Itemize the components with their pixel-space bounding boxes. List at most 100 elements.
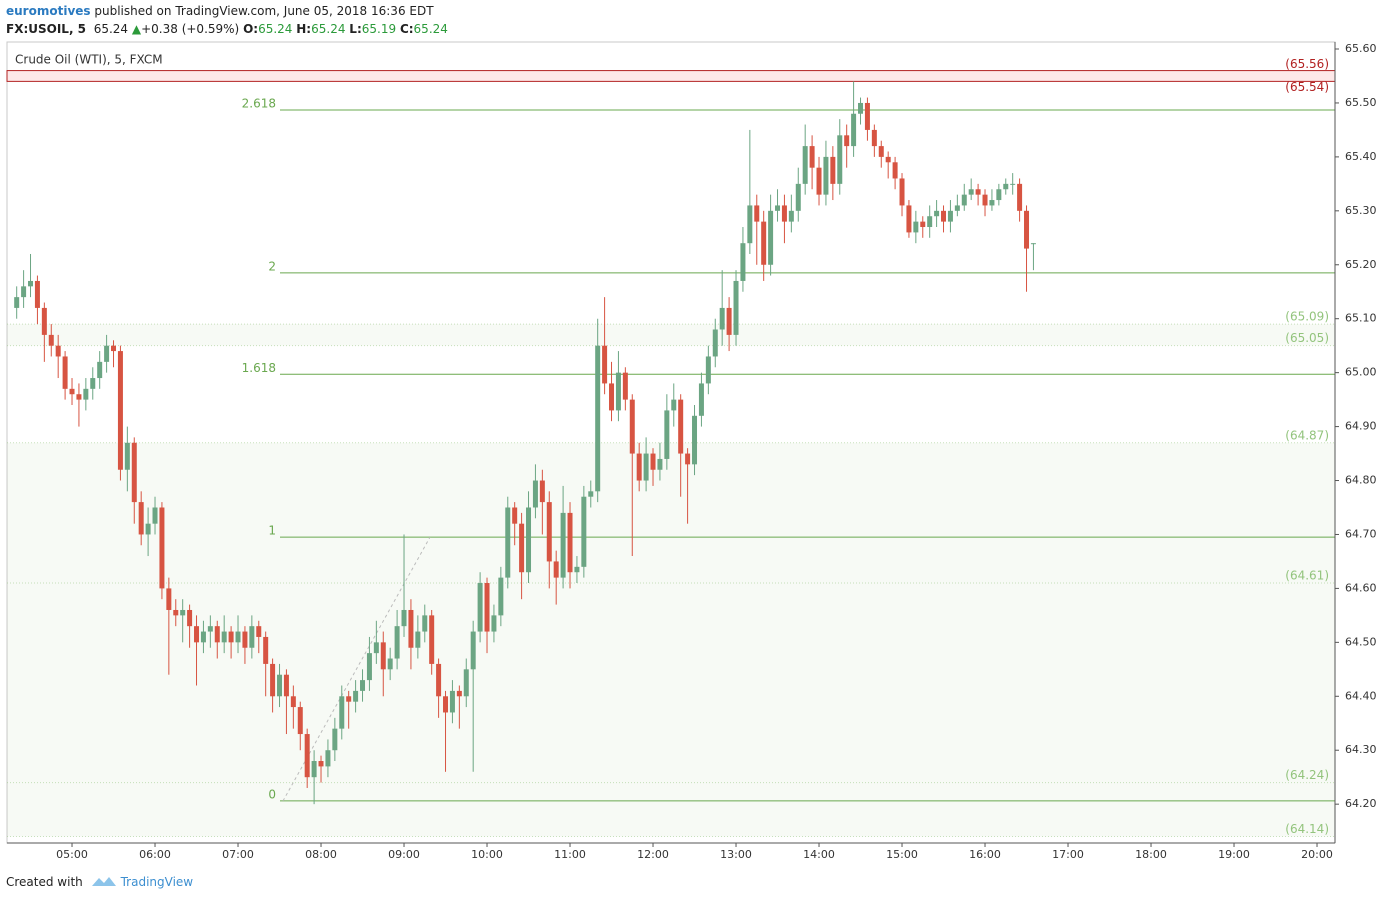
- candle-body: [622, 372, 628, 400]
- candle-body: [968, 189, 974, 195]
- fib-label: 0: [268, 787, 276, 801]
- candle-body: [387, 658, 393, 670]
- candle-body: [55, 345, 61, 357]
- y-tick-label: 65.00: [1345, 366, 1377, 379]
- candle-body: [567, 512, 573, 573]
- candle-body: [48, 334, 54, 346]
- candle-body: [97, 361, 103, 379]
- fib-label: 2.618: [242, 96, 276, 110]
- level-label: (64.24): [1285, 768, 1329, 782]
- candle-body: [802, 146, 808, 184]
- brand[interactable]: TradingView: [120, 875, 194, 889]
- candle-body: [913, 221, 919, 233]
- candle-body: [954, 205, 960, 211]
- candle-body: [214, 626, 220, 643]
- y-tick-label: 65.20: [1345, 258, 1377, 271]
- created: Created with: [6, 875, 83, 889]
- candle-body: [809, 146, 815, 168]
- x-tick-label: 10:00: [471, 848, 503, 861]
- candle-body: [76, 394, 82, 400]
- candle-body: [104, 345, 110, 362]
- candle-body: [975, 189, 981, 195]
- footer: Created with TradingView: [6, 874, 193, 889]
- candle-body: [858, 102, 864, 114]
- candle-body: [692, 415, 698, 465]
- candle-body: [906, 205, 912, 233]
- level-label: (65.05): [1285, 331, 1329, 345]
- candle-body: [325, 750, 331, 767]
- candle-body: [934, 210, 940, 217]
- candle-body: [505, 507, 511, 578]
- candle-body: [519, 523, 525, 573]
- candle-body: [712, 329, 718, 357]
- x-tick-label: 15:00: [886, 848, 918, 861]
- candle-body: [187, 609, 193, 627]
- candle-body: [643, 453, 649, 481]
- candle-body: [920, 221, 926, 228]
- zone-label: (65.54): [1285, 80, 1329, 94]
- candle-body: [283, 674, 289, 697]
- candle-body: [512, 507, 518, 524]
- author[interactable]: euromotives: [6, 4, 91, 18]
- candle-body: [221, 631, 227, 643]
- candle-body: [982, 194, 988, 206]
- candle-body: [90, 378, 96, 389]
- candle-body: [484, 583, 490, 632]
- y-tick-label: 64.80: [1345, 474, 1377, 487]
- candle-body: [830, 156, 836, 184]
- candle-body: [159, 507, 165, 589]
- published: published on TradingView.com, June 05, 2…: [94, 4, 434, 18]
- candle-body: [470, 631, 476, 670]
- candle-body: [332, 728, 338, 751]
- y-tick-label: 64.90: [1345, 420, 1377, 433]
- candle-body: [173, 609, 179, 616]
- candle-body: [989, 200, 995, 206]
- candle-body: [117, 351, 123, 470]
- candle-body: [111, 345, 117, 352]
- y-tick-label: 65.10: [1345, 312, 1377, 325]
- candle-body: [249, 626, 255, 648]
- y-tick-label: 65.50: [1345, 96, 1377, 109]
- candle-body: [380, 642, 386, 670]
- candle-body: [761, 221, 767, 265]
- candle-body: [574, 566, 580, 573]
- candle-body: [698, 383, 704, 416]
- candle-body: [200, 631, 206, 643]
- candle-body: [277, 674, 283, 697]
- x-tick-label: 14:00: [803, 848, 835, 861]
- y-tick-label: 64.40: [1345, 689, 1377, 702]
- candle-body: [581, 496, 587, 567]
- candle-body: [131, 442, 137, 503]
- candle-body: [21, 286, 27, 298]
- level-label: (64.14): [1285, 822, 1329, 836]
- candle-body: [871, 129, 877, 147]
- fib-label: 2: [268, 259, 276, 273]
- candle-body: [124, 442, 130, 470]
- candle-body: [290, 696, 296, 708]
- candle-body: [353, 690, 359, 702]
- y-tick-label: 64.30: [1345, 743, 1377, 756]
- candle-body: [69, 388, 75, 395]
- candle-body: [795, 183, 801, 211]
- y-tick-label: 64.50: [1345, 635, 1377, 648]
- candle-body: [526, 507, 532, 573]
- candle-body: [602, 345, 608, 384]
- candle-body: [941, 210, 947, 222]
- candle-body: [657, 458, 663, 470]
- candle-body: [678, 399, 684, 454]
- candle-body: [892, 162, 898, 179]
- y-tick-label: 65.60: [1345, 42, 1377, 55]
- candle-body: [145, 523, 151, 535]
- header-line: euromotives published on TradingView.com…: [6, 4, 434, 18]
- level-zone: [7, 324, 1335, 346]
- candle-body: [899, 178, 905, 206]
- candle-body: [733, 280, 739, 335]
- candle-body: [443, 696, 449, 713]
- x-tick-label: 19:00: [1218, 848, 1250, 861]
- candle-body: [456, 690, 462, 697]
- candle-body: [228, 631, 234, 643]
- candle-body: [560, 512, 566, 578]
- candle-body: [498, 577, 504, 616]
- level-label: (64.61): [1285, 569, 1329, 583]
